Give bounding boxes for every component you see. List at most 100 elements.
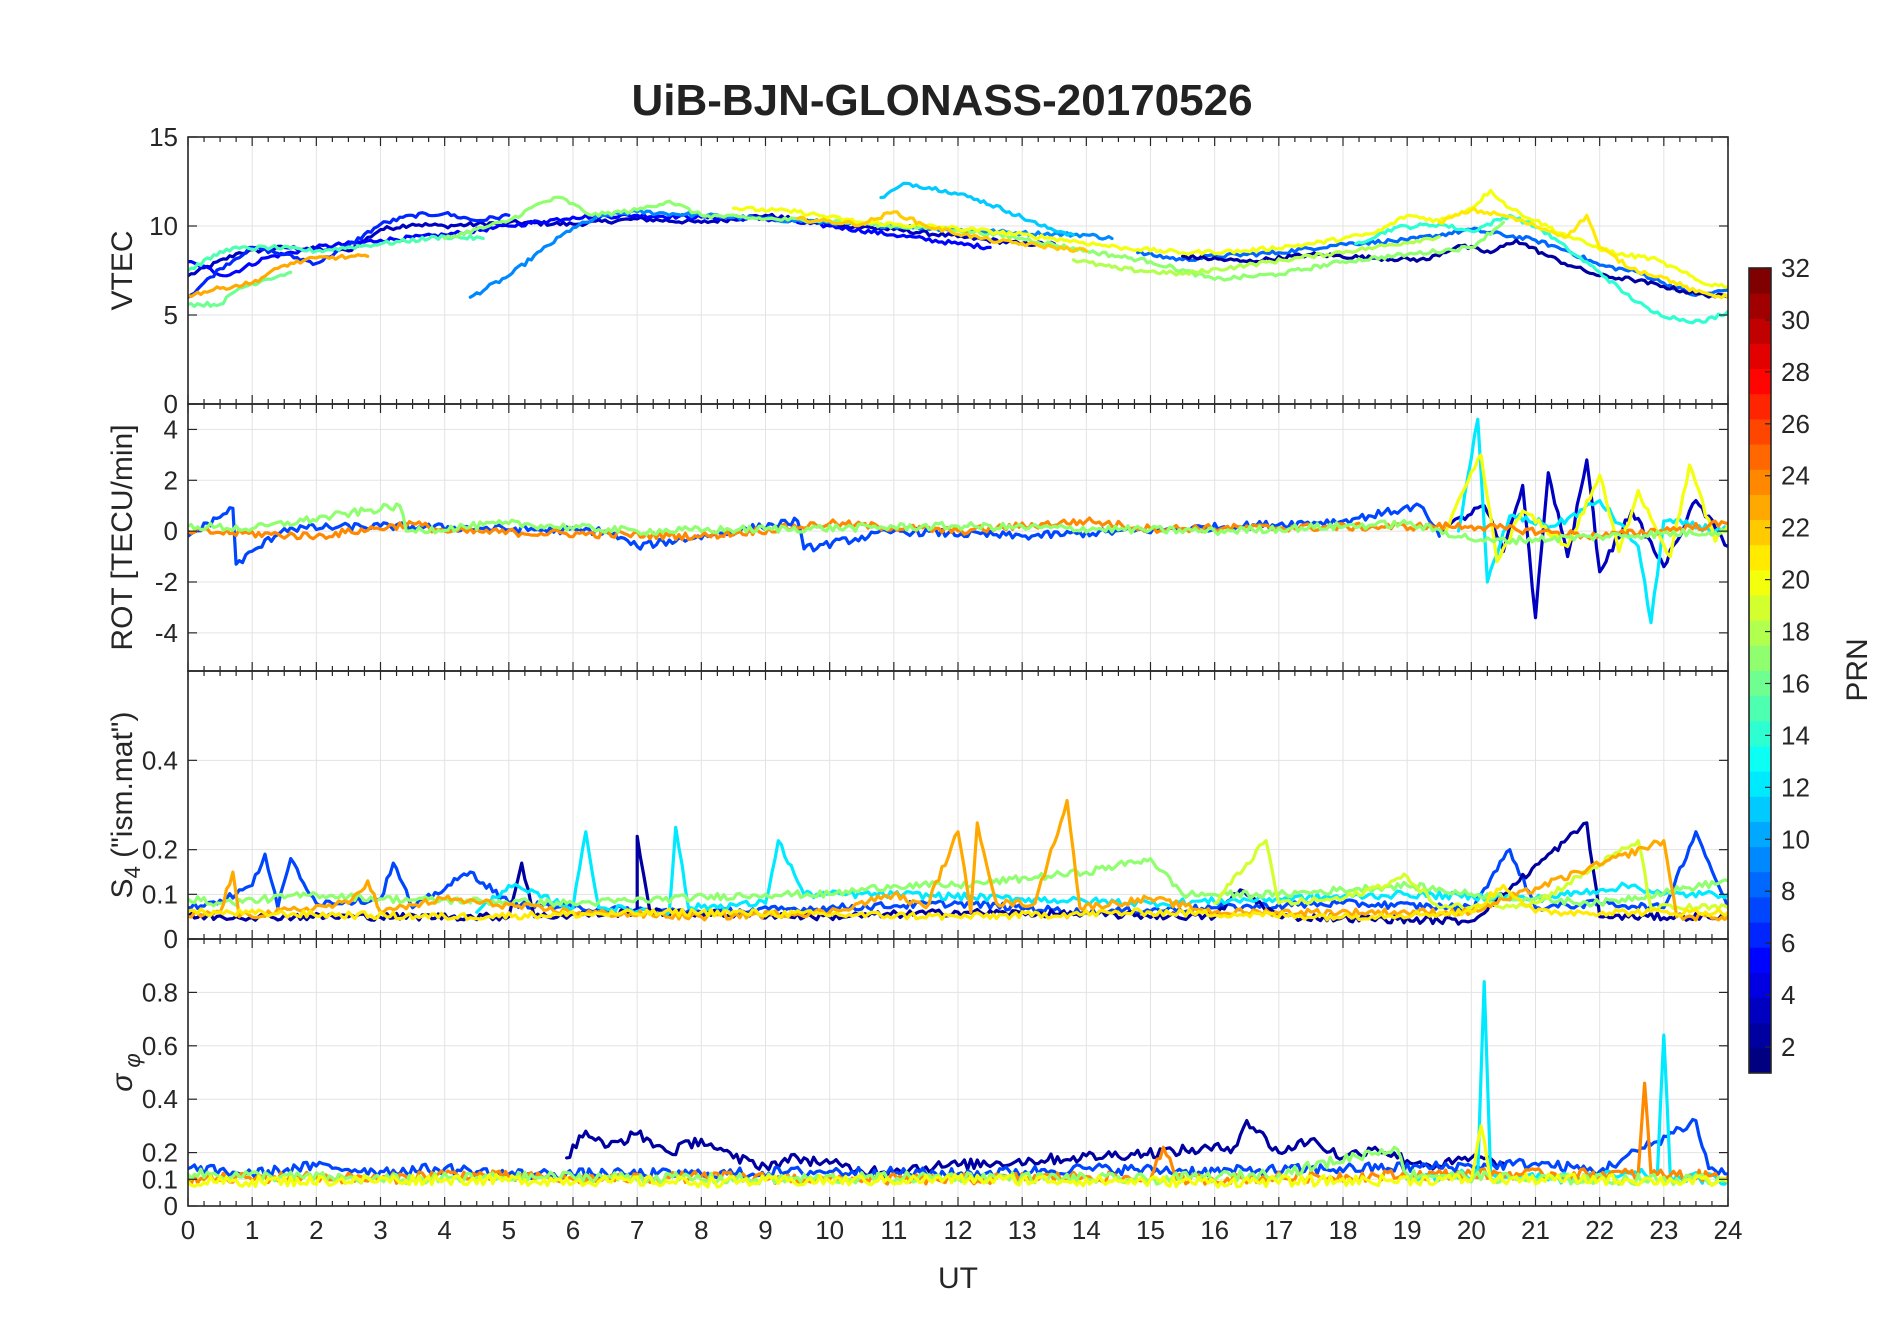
x-tick-label: 9 bbox=[758, 1215, 772, 1245]
y-tick-label: 0 bbox=[164, 1191, 178, 1221]
colorbar-segment bbox=[1749, 544, 1771, 571]
colorbar-segment bbox=[1749, 846, 1771, 873]
colorbar-segment bbox=[1749, 569, 1771, 596]
colorbar-segment bbox=[1749, 343, 1771, 370]
series-group bbox=[188, 980, 1728, 1189]
x-tick-label: 6 bbox=[566, 1215, 580, 1245]
series-prn-20 bbox=[188, 1124, 1728, 1189]
colorbar-tick-label: 26 bbox=[1781, 409, 1810, 439]
colorbar-tick-label: 18 bbox=[1781, 617, 1810, 647]
colorbar-tick-label: 2 bbox=[1781, 1032, 1795, 1062]
colorbar-tick-label: 24 bbox=[1781, 461, 1810, 491]
series-prn-12 bbox=[1456, 417, 1728, 625]
y-axis-label-s4: S4 ("ism.mat") bbox=[106, 712, 145, 899]
colorbar-segment bbox=[1749, 922, 1771, 948]
colorbar-segment bbox=[1749, 821, 1771, 848]
colorbar-tick-label: 16 bbox=[1781, 668, 1810, 698]
colorbar-segment bbox=[1749, 871, 1771, 898]
series-prn-21 bbox=[1437, 206, 1728, 300]
series-prn-8 bbox=[1136, 226, 1728, 297]
colorbar-tick-label: 32 bbox=[1781, 253, 1810, 283]
colorbar-segment bbox=[1749, 947, 1771, 973]
y-tick-label: 0.1 bbox=[142, 879, 178, 909]
colorbar-segment bbox=[1749, 368, 1771, 395]
panel-sigma_phi: 00.10.20.40.60.8σ φ0 1 2 3 4 5 6 7 8 9 10 11 12 13 14 1… bbox=[106, 938, 1743, 1245]
x-tick-label: 10 bbox=[815, 1215, 844, 1245]
series-prn-21 bbox=[188, 883, 1728, 922]
y-axis-label-vtec: VTEC bbox=[106, 230, 139, 310]
y-tick-label: 5 bbox=[164, 300, 178, 330]
colorbar-frame bbox=[1748, 267, 1772, 1074]
x-tick-label: 3 bbox=[373, 1215, 387, 1245]
colorbar-segment bbox=[1749, 494, 1771, 521]
x-tick-label: 14 bbox=[1072, 1215, 1101, 1245]
colorbar-tick-label: 30 bbox=[1781, 305, 1810, 335]
series-group bbox=[188, 417, 1728, 625]
colorbar-segment bbox=[1749, 418, 1771, 445]
x-tick-label: 17 bbox=[1264, 1215, 1293, 1245]
y-axis-label-sigma_phi: σ φ bbox=[106, 1053, 145, 1092]
x-tick-label: 18 bbox=[1329, 1215, 1358, 1245]
x-tick-label: 4 bbox=[437, 1215, 451, 1245]
colorbar-segment bbox=[1749, 318, 1771, 344]
colorbar-segment bbox=[1749, 695, 1771, 722]
colorbar-tick-label: 4 bbox=[1781, 980, 1795, 1010]
chart-title: UiB-BJN-GLONASS-20170526 bbox=[631, 76, 1252, 125]
colorbar-segment bbox=[1749, 645, 1771, 671]
colorbar-segment bbox=[1749, 620, 1771, 646]
y-tick-label: 0.4 bbox=[142, 1084, 178, 1114]
colorbar-tick-label: 10 bbox=[1781, 824, 1810, 854]
x-tick-label: 0 bbox=[181, 1215, 195, 1245]
x-tick-label: 16 bbox=[1200, 1215, 1229, 1245]
colorbar-tick-label: 28 bbox=[1781, 357, 1810, 387]
colorbar-segment bbox=[1749, 745, 1771, 772]
y-tick-label: 0 bbox=[164, 516, 178, 546]
x-tick-label: 23 bbox=[1649, 1215, 1678, 1245]
series-prn-17 bbox=[188, 502, 1728, 546]
series-prn-7 bbox=[188, 1117, 1728, 1181]
colorbar-tick-label: 22 bbox=[1781, 513, 1810, 543]
series-prn-11 bbox=[879, 181, 1076, 237]
colorbar-segment bbox=[1749, 393, 1771, 420]
y-tick-label: -4 bbox=[155, 618, 178, 648]
y-tick-label: 0 bbox=[164, 389, 178, 419]
y-tick-label: 15 bbox=[149, 122, 178, 152]
colorbar-label: PRN bbox=[1841, 638, 1874, 701]
colorbar-segment bbox=[1749, 720, 1771, 747]
x-tick-label: 12 bbox=[944, 1215, 973, 1245]
x-tick-label: 19 bbox=[1393, 1215, 1422, 1245]
colorbar-segment bbox=[1749, 595, 1771, 621]
colorbar-tick-label: 8 bbox=[1781, 876, 1795, 906]
y-tick-label: 0.4 bbox=[142, 745, 178, 775]
x-tick-label: 8 bbox=[694, 1215, 708, 1245]
series-prn-14 bbox=[1354, 213, 1728, 325]
y-tick-label: 0 bbox=[164, 924, 178, 954]
series-prn-22 bbox=[796, 210, 1088, 254]
colorbar-tick-label: 20 bbox=[1781, 565, 1810, 595]
series-prn-5 bbox=[188, 212, 992, 278]
x-tick-label: 2 bbox=[309, 1215, 323, 1245]
y-tick-label: 4 bbox=[164, 414, 178, 444]
y-tick-label: 2 bbox=[164, 465, 178, 495]
x-tick-label: 24 bbox=[1714, 1215, 1743, 1245]
colorbar-tick-label: 14 bbox=[1781, 720, 1810, 750]
colorbar-segment bbox=[1749, 771, 1771, 797]
x-tick-label: 20 bbox=[1457, 1215, 1486, 1245]
x-tick-label: 15 bbox=[1136, 1215, 1165, 1245]
series-group bbox=[188, 181, 1728, 325]
panel-vtec: 0 5 10 15 VTEC bbox=[106, 122, 1729, 419]
series-prn-2 bbox=[1181, 238, 1728, 299]
colorbar-segment bbox=[1749, 469, 1771, 495]
series-prn-12 bbox=[1405, 980, 1728, 1186]
x-tick-label: 13 bbox=[1008, 1215, 1037, 1245]
colorbar-segment bbox=[1749, 1047, 1771, 1074]
y-tick-label: 0.2 bbox=[142, 835, 178, 865]
series-prn-17 bbox=[443, 195, 1505, 282]
series-prn-18 bbox=[1071, 235, 1441, 277]
colorbar-segment bbox=[1749, 1022, 1771, 1049]
x-tick-label: 7 bbox=[630, 1215, 644, 1245]
x-tick-label: 5 bbox=[502, 1215, 516, 1245]
